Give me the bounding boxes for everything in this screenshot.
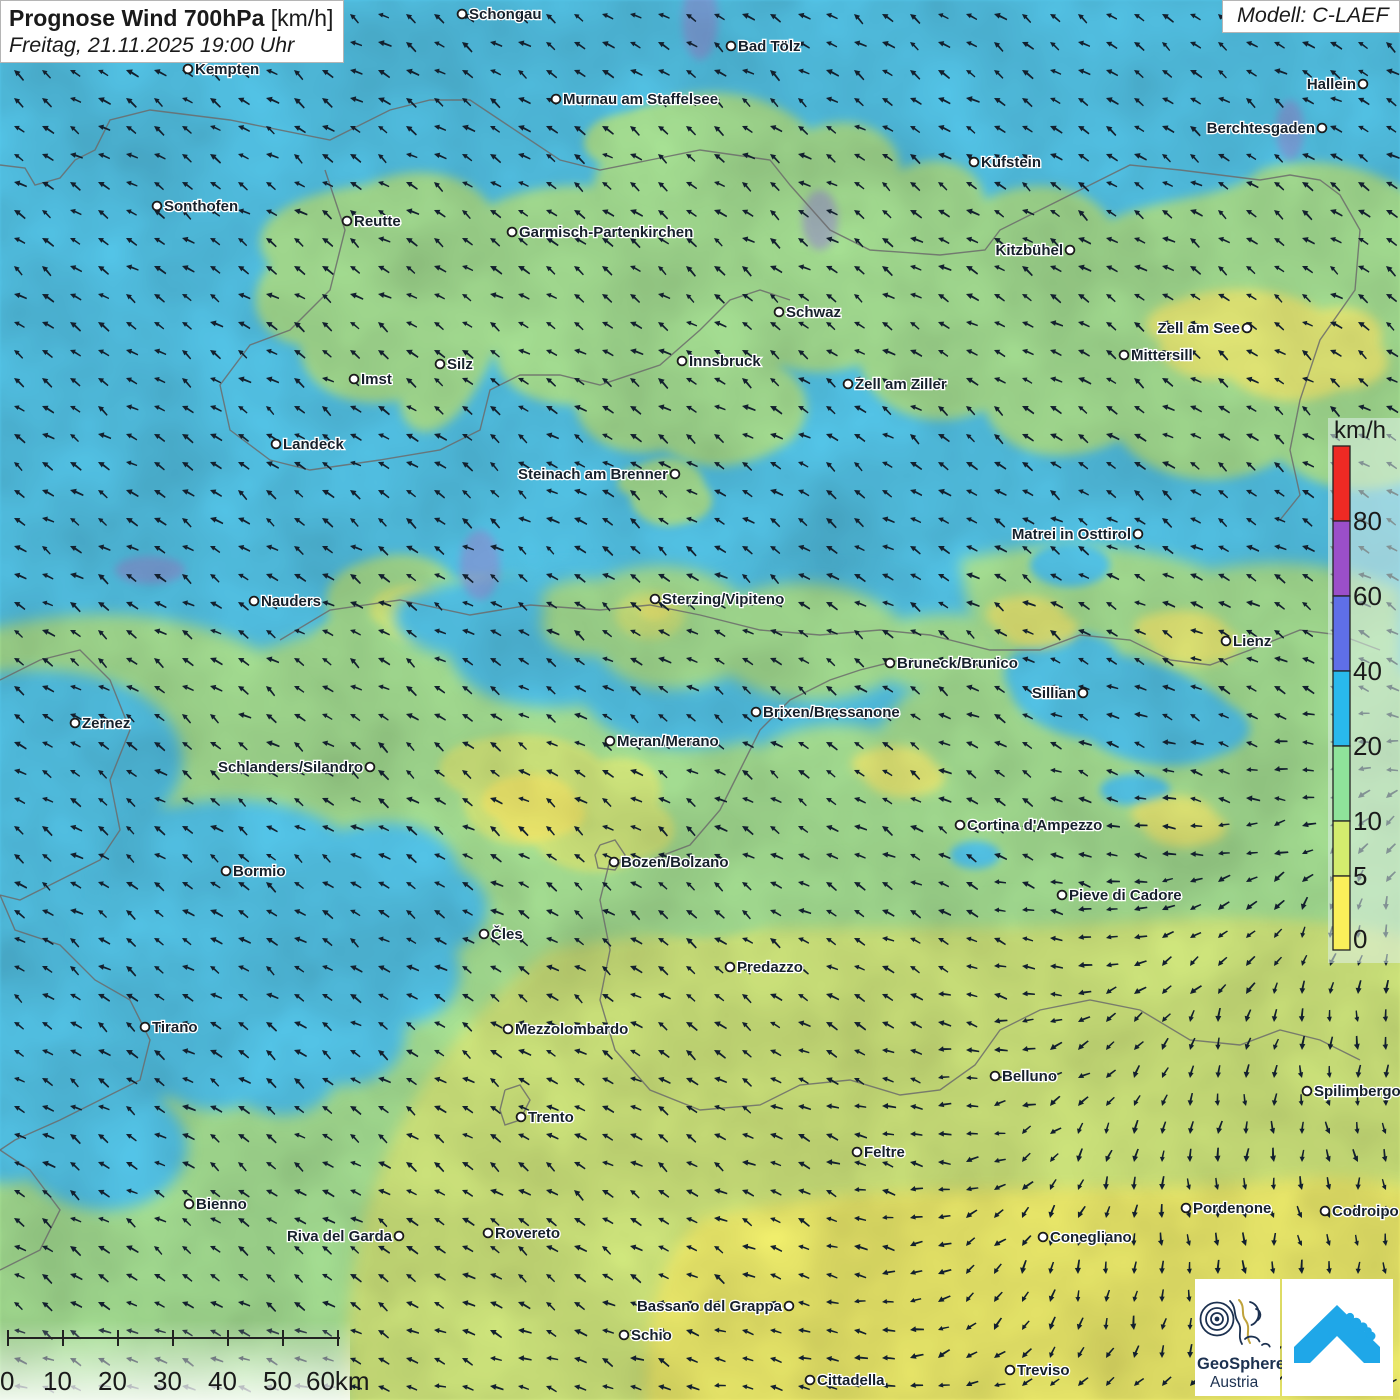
svg-text:60km: 60km bbox=[306, 1366, 370, 1396]
svg-text:30: 30 bbox=[153, 1366, 182, 1396]
svg-text:10: 10 bbox=[43, 1366, 72, 1396]
svg-text:50: 50 bbox=[263, 1366, 292, 1396]
svg-text:20: 20 bbox=[98, 1366, 127, 1396]
svg-text:40: 40 bbox=[208, 1366, 237, 1396]
svg-text:0: 0 bbox=[0, 1366, 14, 1396]
